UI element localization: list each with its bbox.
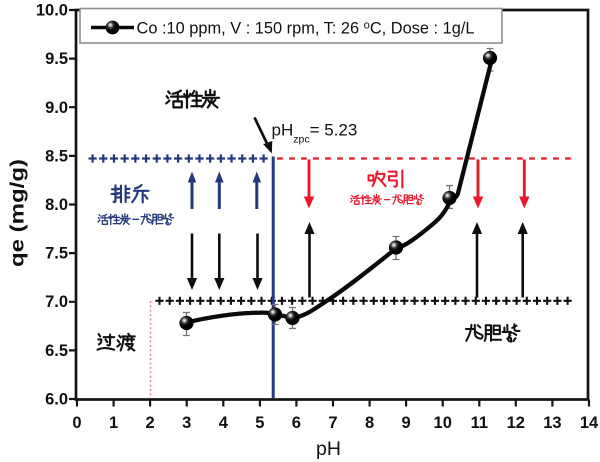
- svg-text:10: 10: [434, 414, 452, 432]
- svg-text:5: 5: [255, 414, 264, 432]
- svg-text:2: 2: [146, 414, 155, 432]
- svg-text:11: 11: [471, 414, 488, 432]
- svg-text:14: 14: [580, 414, 599, 432]
- svg-text:0: 0: [72, 414, 81, 432]
- svg-text:4: 4: [219, 414, 229, 432]
- svg-text:10.0: 10.0: [36, 2, 68, 20]
- svg-text:9.5: 9.5: [45, 50, 68, 68]
- svg-text:6.0: 6.0: [45, 391, 68, 409]
- svg-text:7: 7: [328, 414, 337, 432]
- svg-text:qe (mg/g): qe (mg/g): [7, 159, 29, 267]
- svg-text:9: 9: [402, 414, 411, 432]
- svg-text:12: 12: [507, 414, 525, 432]
- svg-text:6: 6: [292, 414, 301, 432]
- svg-text:6.5: 6.5: [45, 342, 68, 360]
- svg-text:pH: pH: [316, 438, 341, 460]
- svg-text:13: 13: [543, 414, 561, 432]
- svg-text:7.5: 7.5: [45, 245, 68, 263]
- svg-text:Co :10 ppm, V : 150 rpm, T: 26: Co :10 ppm, V : 150 rpm, T: 26 oC, Dose …: [137, 20, 475, 38]
- svg-text:1: 1: [109, 414, 118, 432]
- svg-text:7.0: 7.0: [45, 293, 68, 311]
- svg-text:3: 3: [182, 414, 191, 432]
- svg-text:9.0: 9.0: [45, 99, 68, 117]
- svg-text:8: 8: [365, 414, 374, 432]
- svg-text:8.0: 8.0: [45, 196, 68, 214]
- svg-text:8.5: 8.5: [45, 147, 68, 165]
